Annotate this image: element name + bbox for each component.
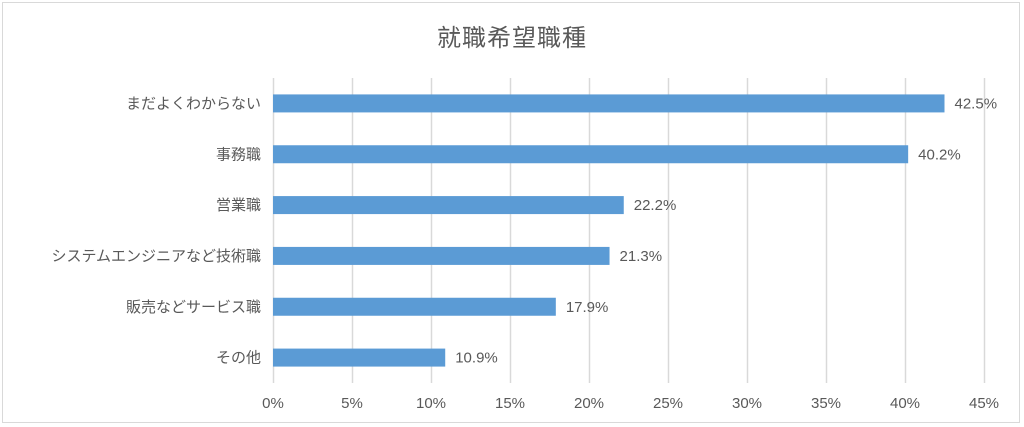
bars [273,94,945,367]
x-tick-label: 35% [811,395,841,412]
bar [273,145,909,164]
tick-labels: 0% 5% 10% 15% 20% 25% 30% 35% 40% 45% [262,395,999,412]
x-tick-label: 30% [732,395,762,412]
category-label: まだよくわからない [126,94,261,112]
data-label: 10.9% [455,350,498,367]
x-tick-label: 0% [262,395,284,412]
data-label: 17.9% [566,299,609,316]
x-tick-label: 5% [341,395,363,412]
x-tick-label: 25% [653,395,683,412]
category-label: 事務職 [216,145,261,163]
x-tick-label: 20% [574,395,604,412]
category-label: システムエンジニアなど技術職 [51,247,261,265]
gridlines [272,78,986,383]
category-labels: まだよくわからない事務職営業職システムエンジニアなど技術職販売などサービス職その… [51,94,261,366]
data-label: 21.3% [620,248,663,265]
bar [273,348,446,367]
chart-title: 就職希望職種 [437,24,587,52]
x-tick-label: 45% [969,395,999,412]
category-label: 営業職 [216,196,261,214]
data-label: 42.5% [955,95,998,112]
bar [273,94,945,113]
bar [273,297,556,316]
category-label: 販売などサービス職 [126,298,261,316]
x-tick-label: 15% [495,395,525,412]
data-labels: 42.5% 40.2% 22.2% 21.3% 17.9% 10.9% [455,95,997,366]
x-tick-label: 40% [890,395,920,412]
x-tick-label: 10% [416,395,446,412]
data-label: 22.2% [634,197,677,214]
bar [273,196,624,215]
data-label: 40.2% [918,146,961,163]
category-label: その他 [216,349,261,367]
bar [273,246,610,265]
